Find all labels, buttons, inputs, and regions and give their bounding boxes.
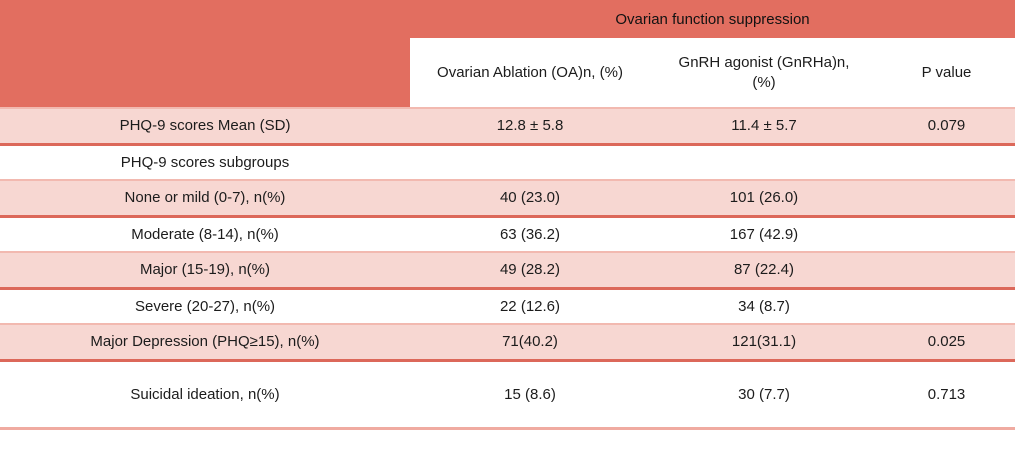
p-value: 0.025 bbox=[878, 323, 1016, 362]
table-row-major: Major (15-19), n(%) 49 (28.2) 87 (22.4) bbox=[0, 251, 1016, 290]
p-value: 0.713 bbox=[878, 360, 1016, 430]
gnrha-value: 11.4 ± 5.7 bbox=[650, 107, 878, 146]
row-label: None or mild (0-7), n(%) bbox=[0, 179, 410, 218]
table-row-major-depression: Major Depression (PHQ≥15), n(%) 71(40.2)… bbox=[0, 323, 1016, 362]
group-header-row: Ovarian function suppression bbox=[0, 0, 1016, 108]
gnrha-value: 121(31.1) bbox=[650, 323, 878, 362]
table-row-none-or-mild: None or mild (0-7), n(%) 40 (23.0) 101 (… bbox=[0, 179, 1016, 218]
oa-value: 49 (28.2) bbox=[410, 251, 650, 290]
row-label: Moderate (8-14), n(%) bbox=[0, 216, 410, 252]
col-header-p-value: P value bbox=[878, 38, 1016, 108]
table-row-phq9-mean: PHQ-9 scores Mean (SD) 12.8 ± 5.8 11.4 ±… bbox=[0, 107, 1016, 146]
corner-cell bbox=[0, 0, 410, 108]
gnrha-value: 34 (8.7) bbox=[650, 288, 878, 324]
gnrha-value: 167 (42.9) bbox=[650, 216, 878, 252]
table-row-severe: Severe (20-27), n(%) 22 (12.6) 34 (8.7) bbox=[0, 288, 1016, 324]
p-value bbox=[878, 251, 1016, 290]
oa-value: 40 (23.0) bbox=[410, 179, 650, 218]
table-row-suicidal-ideation: Suicidal ideation, n(%) 15 (8.6) 30 (7.7… bbox=[0, 360, 1016, 430]
p-value: 0.079 bbox=[878, 107, 1016, 146]
oa-value: 71(40.2) bbox=[410, 323, 650, 362]
ovarian-function-suppression-table: Ovarian function suppression Ovarian Abl… bbox=[0, 0, 1016, 430]
gnrha-value: 30 (7.7) bbox=[650, 360, 878, 430]
col-header-gnrh-agonist: GnRH agonist (GnRHa)n, (%) bbox=[650, 38, 878, 108]
oa-value: 22 (12.6) bbox=[410, 288, 650, 324]
oa-value: 15 (8.6) bbox=[410, 360, 650, 430]
group-header: Ovarian function suppression bbox=[410, 0, 1016, 38]
row-label: Major (15-19), n(%) bbox=[0, 251, 410, 290]
oa-value: 12.8 ± 5.8 bbox=[410, 107, 650, 146]
column-header-row: Ovarian Ablation (OA)n, (%) GnRH agonist… bbox=[0, 38, 1016, 108]
row-label: Suicidal ideation, n(%) bbox=[0, 360, 410, 430]
col-header-ovarian-ablation: Ovarian Ablation (OA)n, (%) bbox=[410, 38, 650, 108]
row-label: Severe (20-27), n(%) bbox=[0, 288, 410, 324]
gnrha-value bbox=[650, 144, 878, 180]
row-label: PHQ-9 scores Mean (SD) bbox=[0, 107, 410, 146]
table-row-moderate: Moderate (8-14), n(%) 63 (36.2) 167 (42.… bbox=[0, 216, 1016, 252]
row-label: PHQ-9 scores subgroups bbox=[0, 144, 410, 180]
p-value bbox=[878, 144, 1016, 180]
oa-value: 63 (36.2) bbox=[410, 216, 650, 252]
p-value bbox=[878, 216, 1016, 252]
p-value bbox=[878, 288, 1016, 324]
gnrha-value: 101 (26.0) bbox=[650, 179, 878, 218]
row-label: Major Depression (PHQ≥15), n(%) bbox=[0, 323, 410, 362]
p-value bbox=[878, 179, 1016, 218]
oa-value bbox=[410, 144, 650, 180]
gnrha-value: 87 (22.4) bbox=[650, 251, 878, 290]
table-row-phq9-subgroups: PHQ-9 scores subgroups bbox=[0, 144, 1016, 180]
